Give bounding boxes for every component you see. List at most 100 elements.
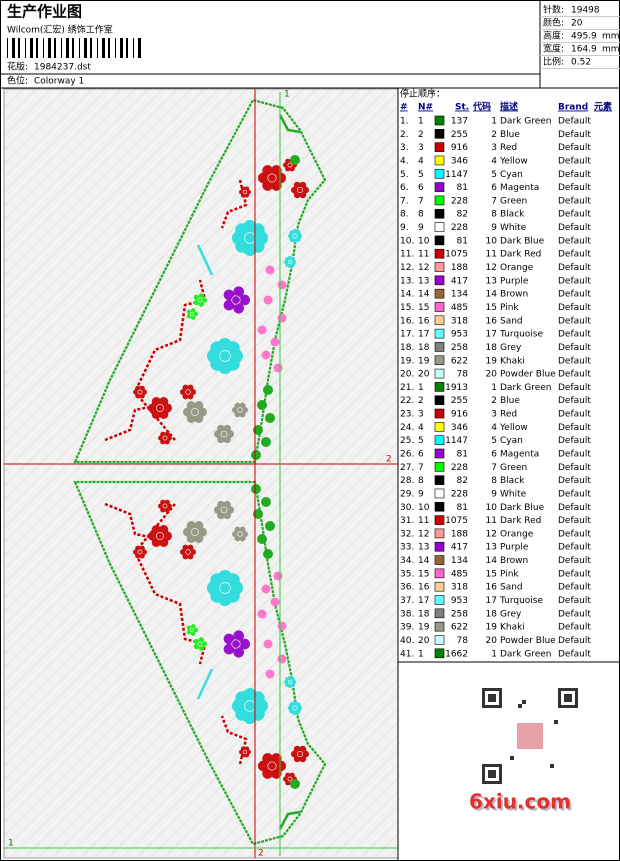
- petal: [187, 384, 194, 391]
- color-swatch: [434, 462, 445, 472]
- color-swatch: [434, 288, 445, 299]
- petal: [193, 294, 200, 301]
- qr-finder: [564, 694, 572, 702]
- color-swatch: [434, 315, 445, 326]
- petal: [295, 702, 301, 708]
- bar: [108, 38, 110, 58]
- stem: [104, 502, 161, 541]
- bar: [25, 38, 26, 58]
- stitches: 255: [451, 130, 468, 140]
- needle: 1: [418, 117, 424, 127]
- row-number: 4.: [400, 156, 409, 166]
- code: 10: [486, 503, 498, 513]
- code: 1: [491, 383, 497, 393]
- stitches: 228: [451, 223, 468, 233]
- petal: [271, 768, 282, 779]
- stitches: 81: [457, 183, 468, 193]
- description: Purple: [500, 276, 529, 286]
- petal: [164, 507, 170, 513]
- brand: Default: [558, 463, 591, 473]
- row-number: 37.: [400, 596, 414, 606]
- description: Orange: [500, 529, 534, 539]
- brand: Default: [558, 383, 591, 393]
- stitches: 916: [451, 410, 468, 420]
- brand: Default: [558, 130, 591, 140]
- code: 9: [491, 223, 497, 233]
- code: 19: [486, 356, 498, 366]
- petal: [233, 630, 245, 642]
- code: 14: [486, 290, 498, 300]
- petal: [139, 553, 145, 559]
- table-title: 停止顺序：: [400, 88, 445, 100]
- color-swatch: [434, 515, 445, 525]
- petal: [159, 537, 169, 548]
- brand: Default: [558, 489, 591, 499]
- bar: [43, 38, 44, 58]
- brand: Default: [558, 303, 591, 313]
- design-label: 花版:: [7, 61, 28, 73]
- petal: [239, 535, 246, 542]
- code: 3: [491, 143, 497, 153]
- bar: [54, 38, 56, 58]
- petal: [226, 341, 240, 355]
- brand: Default: [558, 316, 591, 326]
- petal: [244, 752, 250, 758]
- brand: Default: [558, 556, 591, 566]
- bar: [30, 38, 33, 58]
- petal: [193, 311, 198, 317]
- brand: Default: [558, 396, 591, 406]
- bar: [90, 38, 92, 58]
- needle: 4: [418, 423, 424, 433]
- flower-center: [231, 639, 241, 649]
- petal: [295, 230, 301, 236]
- color-swatch: [434, 395, 445, 406]
- qr-finder: [488, 694, 496, 702]
- needle: 9: [418, 489, 424, 499]
- dot: [265, 265, 275, 275]
- code: 17: [486, 596, 497, 606]
- flower-center: [244, 232, 256, 244]
- petal: [239, 294, 250, 306]
- flower-center: [185, 389, 191, 395]
- row-number: 27.: [400, 463, 414, 473]
- stitches: 78: [457, 636, 469, 646]
- bar: [84, 38, 87, 58]
- watermark-shadow: 6xiu.com: [471, 792, 573, 816]
- petal: [217, 500, 225, 509]
- needle: 8: [418, 210, 424, 220]
- stem: [278, 810, 301, 830]
- row-number: 20.: [400, 370, 414, 380]
- code: 13: [486, 543, 497, 553]
- row-number: 31.: [400, 516, 414, 526]
- petal: [299, 745, 307, 753]
- needle: 20: [418, 636, 430, 646]
- description: Dark Red: [500, 516, 541, 526]
- dot: [261, 437, 271, 447]
- stitches: 228: [451, 463, 468, 473]
- stitches: 417: [451, 543, 468, 553]
- petal: [239, 411, 246, 418]
- color-swatch: [434, 142, 445, 152]
- code: 14: [486, 556, 498, 566]
- needle: 3: [418, 143, 424, 153]
- color-swatch: [434, 328, 445, 339]
- color-swatch: [434, 129, 445, 139]
- brand: Default: [558, 250, 591, 260]
- dot: [263, 549, 273, 559]
- stitches: 318: [451, 583, 468, 593]
- column-header: St.: [455, 103, 469, 113]
- stitches: 953: [451, 596, 468, 606]
- brand: Default: [558, 290, 591, 300]
- description: White: [500, 223, 527, 233]
- qr-module: [510, 756, 514, 760]
- row-number: 22.: [400, 396, 414, 406]
- color-swatch: [434, 222, 445, 232]
- needle: 14: [418, 556, 430, 566]
- petal: [201, 297, 207, 303]
- stitches: 134: [451, 556, 468, 566]
- stitches: 1147: [445, 436, 468, 446]
- stitches: 78: [457, 370, 469, 380]
- flower-center: [287, 679, 293, 685]
- dot: [263, 639, 273, 649]
- row-number: 1.: [400, 117, 409, 127]
